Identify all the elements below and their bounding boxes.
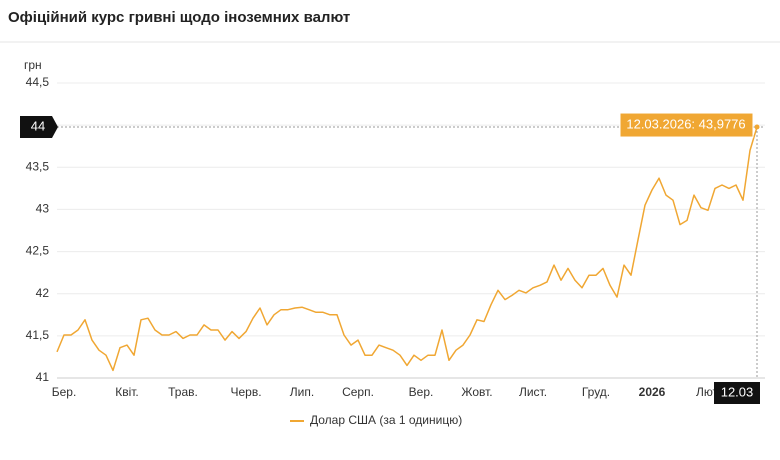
y-axis-label: грн [24, 58, 42, 72]
x-tick-label: Бер. [52, 385, 77, 399]
tooltip-box [619, 112, 754, 138]
x-tick-label: Серп. [342, 385, 374, 399]
crosshair-x-box [714, 382, 760, 404]
legend-label: Долар США (за 1 одиницю) [310, 413, 462, 427]
y-tick-label: 41,5 [26, 328, 50, 342]
x-tick-label: Квіт. [115, 385, 139, 399]
y-tick-label: 42 [36, 286, 50, 300]
x-tick-label: 2026 [639, 385, 666, 399]
crosshair-y-box [20, 116, 58, 139]
crosshair-y-label: 44 [31, 118, 45, 133]
chart-title: Офіційний курс гривні щодо іноземних вал… [8, 9, 350, 26]
x-tick-label: Трав. [168, 385, 198, 399]
x-tick-label: Лип. [290, 385, 314, 399]
tooltip: 12.03.2026: 43,9776 [626, 116, 745, 131]
y-tick-label: 41 [36, 370, 50, 384]
x-tick-label: Груд. [582, 385, 610, 399]
x-tick-label: Лист. [519, 385, 547, 399]
y-tick-label: 42,5 [26, 244, 50, 258]
x-tick-label: Черв. [230, 385, 261, 399]
crosshair-x-label: 12.03 [721, 384, 754, 399]
x-tick-label: Жовт. [461, 385, 492, 399]
y-tick-label: 43,5 [26, 159, 50, 173]
y-tick-label: 44,5 [26, 75, 50, 89]
series-line [56, 126, 758, 372]
x-tick-label: Вер. [409, 385, 434, 399]
last-point [754, 124, 760, 130]
y-tick-label: 43 [36, 202, 50, 216]
